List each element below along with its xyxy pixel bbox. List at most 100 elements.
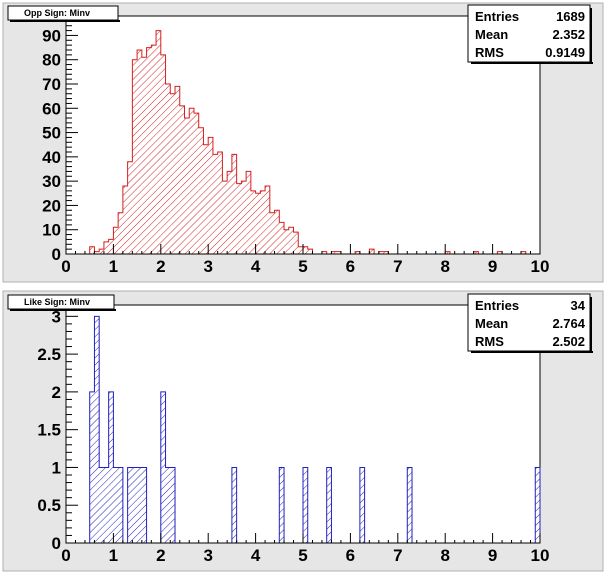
- stats-mean-label: Mean: [475, 27, 508, 42]
- y-tick-label: 3: [52, 307, 61, 326]
- histogram-bar: [303, 467, 308, 543]
- histogram-bar: [108, 239, 114, 254]
- histogram-bar: [217, 152, 223, 254]
- histogram-bar: [236, 183, 242, 254]
- y-tick-label: 30: [42, 172, 61, 191]
- histogram-bar: [359, 467, 365, 543]
- histogram-bar: [231, 467, 237, 543]
- histogram-bar: [250, 190, 256, 254]
- histogram-bar: [156, 30, 161, 255]
- x-tick-label: 7: [393, 257, 402, 276]
- histogram-bar: [127, 467, 133, 543]
- histogram-pad-like-sign: 0 1 2 3 4 5 6 7 8 9 10 00.511.522.53 Like Sign: Mi…: [2, 290, 604, 572]
- histogram-bar: [132, 467, 138, 543]
- histogram-title-box: Opp Sign: Minv: [7, 5, 120, 22]
- histogram-bar: [160, 54, 166, 254]
- histogram-bar: [103, 467, 109, 543]
- histogram-bar: [184, 118, 190, 254]
- stats-box: Entries 1689 Mean 2.352 RMS 0.9149: [467, 4, 593, 64]
- x-tick-label: 6: [346, 257, 355, 276]
- histogram-bar: [99, 467, 104, 543]
- y-tick-label: 90: [42, 26, 61, 45]
- x-tick-label: 0: [61, 257, 70, 276]
- x-tick-label: 3: [203, 546, 212, 565]
- histogram-bar: [497, 251, 503, 254]
- histogram-bar: [122, 186, 128, 254]
- histogram-bar: [284, 229, 289, 254]
- histogram-bar: [241, 181, 247, 254]
- histogram-bar: [298, 246, 303, 254]
- histogram-bar: [203, 144, 209, 254]
- histogram-bar: [255, 193, 261, 254]
- y-tick-label: 1: [52, 458, 61, 477]
- histogram-bar: [89, 391, 95, 543]
- histogram-bar: [179, 105, 185, 254]
- histogram-bar: [132, 59, 138, 254]
- stats-entries-value: 34: [571, 298, 586, 313]
- histogram-bars: [66, 315, 541, 544]
- histogram-bar: [279, 467, 285, 543]
- x-tick-label: 8: [440, 546, 449, 565]
- histogram-bar: [212, 154, 218, 254]
- histogram-bar: [521, 251, 526, 254]
- histogram-bar: [303, 246, 308, 254]
- histogram-bar: [146, 47, 152, 255]
- y-tick-label: 1.5: [37, 421, 61, 440]
- histogram-bar: [231, 154, 237, 254]
- histogram-bar: [265, 186, 270, 254]
- histogram-bar: [369, 249, 375, 254]
- histogram-bar: [445, 251, 450, 254]
- stats-entries-label: Entries: [475, 9, 519, 24]
- y-tick-label: 10: [42, 221, 61, 240]
- histogram-bar: [383, 251, 389, 254]
- x-tick-label: 9: [488, 546, 497, 565]
- histogram-bar: [113, 467, 119, 543]
- y-tick-label: 2: [52, 383, 61, 402]
- histogram-bar: [103, 241, 109, 254]
- histogram-bar: [170, 467, 176, 543]
- histogram-bar: [137, 467, 142, 543]
- histogram-bar: [260, 190, 266, 254]
- stats-box: Entries 34 Mean 2.764 RMS 2.502: [467, 293, 593, 353]
- histogram-bar: [151, 45, 157, 255]
- histogram-bar: [118, 212, 123, 254]
- x-tick-label: 0: [61, 546, 70, 565]
- y-tick-label: 60: [42, 99, 61, 118]
- histogram-bar: [118, 467, 123, 543]
- y-tick-label: 80: [42, 51, 61, 70]
- histogram-bar: [198, 127, 204, 254]
- histogram-bar: [170, 93, 176, 254]
- stats-mean-value: 2.352: [552, 27, 585, 42]
- histogram-bar: [473, 251, 479, 254]
- stats-rms-value: 0.9149: [545, 45, 585, 60]
- histogram-bar: [407, 467, 413, 543]
- x-tick-label: 9: [488, 257, 497, 276]
- histogram-bar: [331, 251, 337, 254]
- histogram-bar: [165, 84, 171, 254]
- x-tick-label: 10: [531, 546, 550, 565]
- histogram-bar: [279, 222, 285, 254]
- x-tick-label: 1: [109, 546, 118, 565]
- histogram-bar: [326, 467, 332, 543]
- histogram-bar: [89, 246, 95, 254]
- y-tick-label: 70: [42, 75, 61, 94]
- stats-entries-label: Entries: [475, 298, 519, 313]
- stats-entries-value: 1689: [556, 9, 585, 24]
- histogram-bar: [160, 391, 166, 543]
- histogram-bar: [99, 249, 104, 254]
- y-tick-label: 2.5: [37, 345, 61, 364]
- histogram-bar: [165, 467, 171, 543]
- histogram-bar: [307, 249, 313, 254]
- x-tick-label: 4: [251, 546, 261, 565]
- x-tick-label: 6: [346, 546, 355, 565]
- y-tick-label: 0: [52, 534, 61, 553]
- histogram-bar: [222, 181, 228, 254]
- x-tick-label: 8: [440, 257, 449, 276]
- y-tick-label: 40: [42, 148, 61, 167]
- x-tick-label: 10: [531, 257, 550, 276]
- stats-mean-label: Mean: [475, 316, 508, 331]
- x-tick-label: 5: [298, 546, 307, 565]
- stats-rms-value: 2.502: [552, 334, 585, 349]
- histogram-bar: [127, 161, 133, 254]
